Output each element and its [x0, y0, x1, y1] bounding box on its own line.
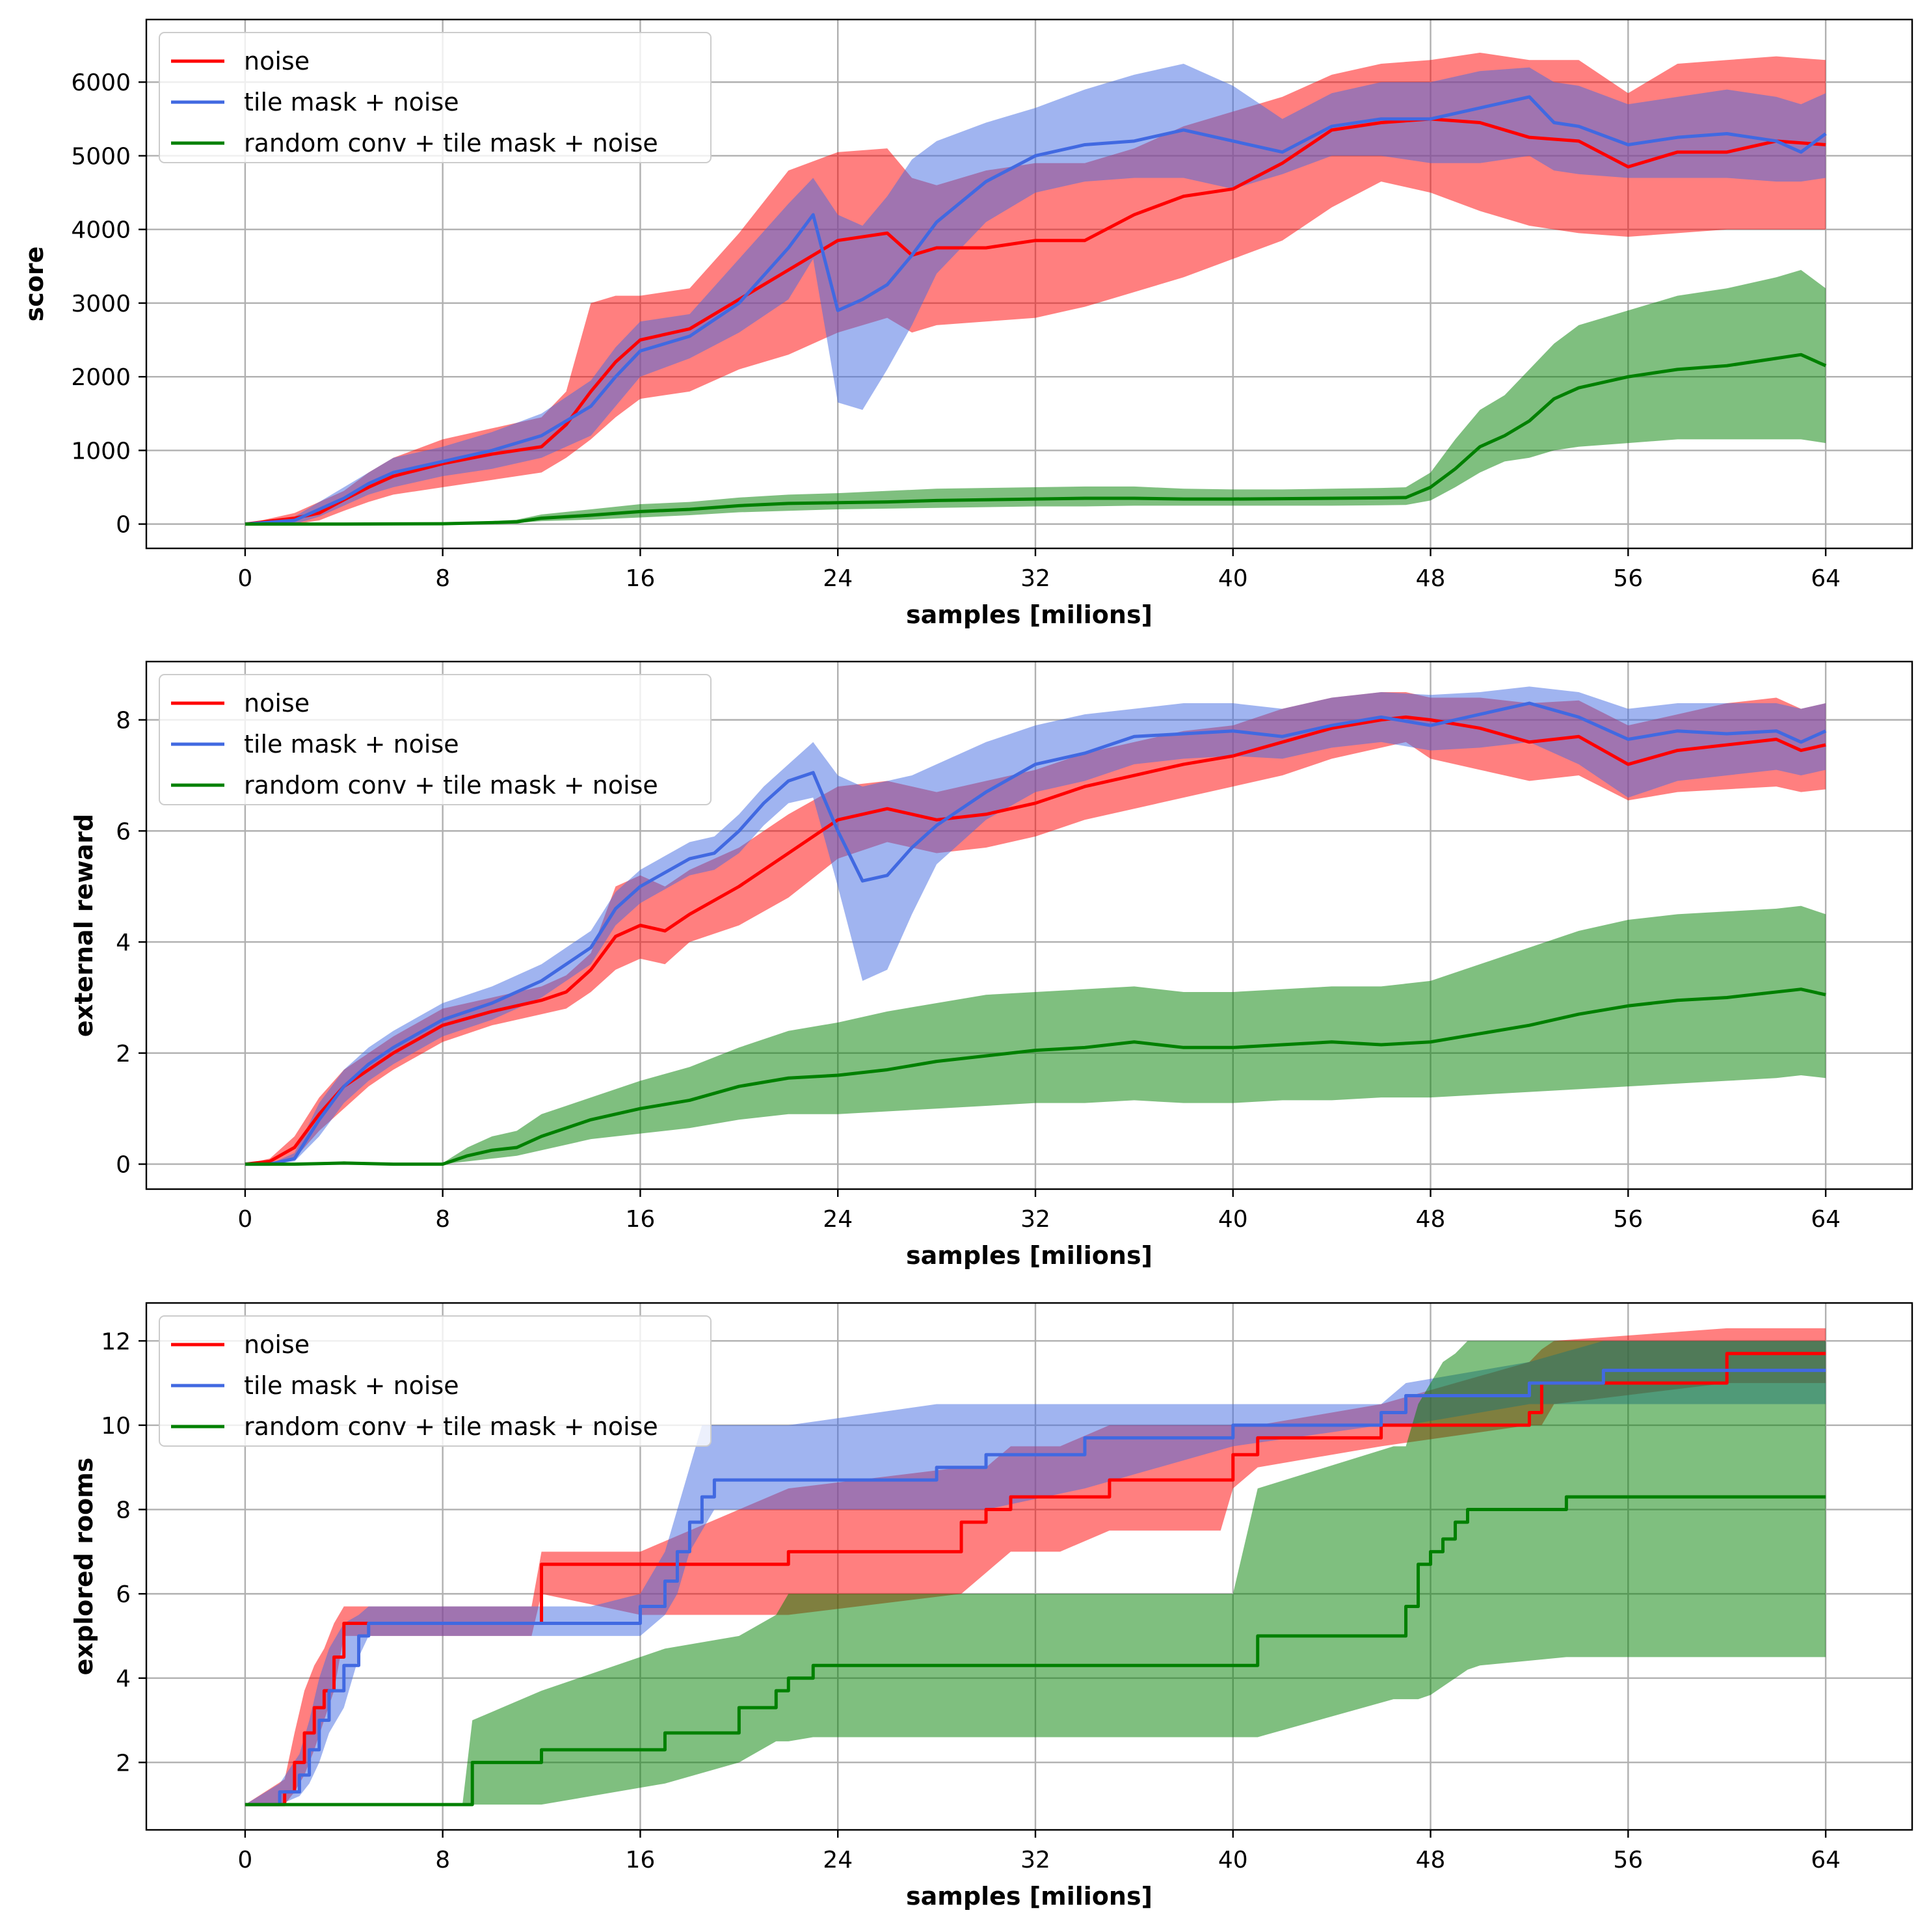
x-tick-label: 40 [1218, 1206, 1248, 1233]
band-0 [245, 52, 1826, 524]
band-2 [245, 269, 1826, 524]
legend-box [159, 674, 712, 805]
y-tick-label: 4000 [71, 217, 131, 244]
x-tick-label: 32 [1020, 1847, 1050, 1873]
legend: noise tile mask + noise random conv + tile… [159, 1315, 712, 1447]
legend-label-1: tile mask + noise [244, 730, 459, 758]
x-tick-label: 48 [1416, 565, 1446, 592]
x-tick-label: 16 [626, 1847, 656, 1873]
x-tick-label: 48 [1416, 1847, 1446, 1873]
plot-area [245, 1328, 1826, 1806]
x-tick-label: 32 [1020, 1206, 1050, 1233]
legend-label-0: noise [244, 1330, 310, 1359]
legend-box [159, 32, 712, 163]
x-tick-label: 8 [435, 1847, 450, 1873]
axes-frame [145, 660, 1913, 1190]
y-tick-label: 0 [116, 512, 131, 539]
x-tick-label: 56 [1613, 565, 1643, 592]
legend: noise tile mask + noise random conv + tile… [159, 674, 712, 805]
x-axis-label: samples [milions] [906, 600, 1152, 629]
y-axis-label: score [20, 247, 49, 322]
series-line-1 [245, 95, 1827, 526]
axes-frame [145, 18, 1913, 550]
x-tick-label: 56 [1613, 1847, 1643, 1873]
x-tick-label: 24 [823, 1847, 853, 1873]
x-tick-label: 48 [1416, 1206, 1446, 1233]
y-tick-label: 10 [101, 1413, 131, 1440]
x-tick-label: 24 [823, 565, 853, 592]
series-line-2 [245, 1495, 1826, 1806]
x-tick-label: 0 [237, 1847, 252, 1873]
series-line-1 [245, 1369, 1826, 1806]
legend-label-1: tile mask + noise [244, 1371, 459, 1400]
legend: noise tile mask + noise random conv + tile… [159, 32, 712, 163]
score-panel: 0 8 16 24 32 40 48 56 64 0 1000 2000 3000 4000 5000 600… [20, 18, 1913, 629]
x-tick-label: 40 [1218, 565, 1248, 592]
band-2 [245, 1341, 1826, 1805]
x-tick-label: 56 [1613, 1206, 1643, 1233]
legend-label-2: random conv + tile mask + noise [244, 129, 658, 157]
band-2 [245, 906, 1826, 1164]
plot-area [245, 686, 1827, 1166]
y-tick-label: 4 [116, 1666, 131, 1693]
y-tick-label: 6000 [71, 70, 131, 96]
legend-label-1: tile mask + noise [244, 88, 459, 116]
plot-area [245, 52, 1827, 526]
x-axis-label: samples [milions] [906, 1882, 1152, 1911]
legend-label-2: random conv + tile mask + noise [244, 1412, 658, 1441]
y-tick-label: 1000 [71, 438, 131, 464]
axes-frame [145, 1302, 1913, 1831]
legend-label-0: noise [244, 47, 310, 75]
series-line-0 [245, 1352, 1826, 1806]
x-tick-label: 64 [1811, 1206, 1841, 1233]
series-line-2 [245, 987, 1826, 1166]
y-tick-label: 6 [116, 1581, 131, 1608]
x-tick-label: 0 [237, 565, 252, 592]
y-tick-label: 0 [116, 1152, 131, 1179]
x-tick-label: 8 [435, 1206, 450, 1233]
y-tick-label: 2000 [71, 364, 131, 391]
band-1 [245, 686, 1826, 1164]
series-line-0 [245, 715, 1826, 1166]
x-tick-label: 24 [823, 1206, 853, 1233]
x-tick-label: 64 [1811, 565, 1841, 592]
y-tick-label: 8 [116, 708, 131, 734]
y-tick-label: 4 [116, 930, 131, 956]
legend-label-2: random conv + tile mask + noise [244, 771, 658, 799]
x-tick-label: 64 [1811, 1847, 1841, 1873]
x-tick-label: 40 [1218, 1847, 1248, 1873]
series-line-2 [245, 353, 1827, 526]
x-tick-label: 16 [626, 1206, 656, 1233]
x-tick-label: 8 [435, 565, 450, 592]
x-tick-label: 32 [1020, 565, 1050, 592]
y-tick-label: 2 [116, 1041, 131, 1067]
y-axis-label: external reward [70, 814, 98, 1037]
x-tick-label: 0 [237, 1206, 252, 1233]
y-tick-label: 6 [116, 818, 131, 845]
x-tick-label: 16 [626, 565, 656, 592]
y-tick-label: 12 [101, 1328, 131, 1355]
y-axis-label: explored rooms [70, 1458, 98, 1676]
legend-label-0: noise [244, 689, 310, 718]
y-tick-label: 8 [116, 1497, 131, 1524]
y-tick-label: 3000 [71, 291, 131, 317]
y-tick-label: 5000 [71, 143, 131, 170]
series-line-0 [245, 117, 1826, 526]
series-line-1 [245, 701, 1827, 1166]
x-axis-label: samples [milions] [906, 1241, 1152, 1270]
y-tick-label: 2 [116, 1750, 131, 1777]
legend-box [159, 1315, 712, 1447]
